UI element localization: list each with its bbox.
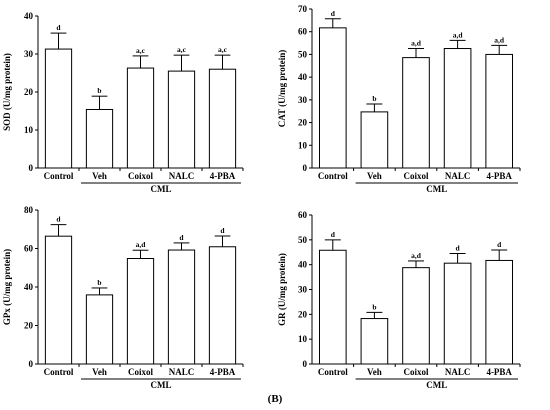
y-axis-label: SOD (U/mg protein) [2,53,12,131]
significance-label: d [331,9,336,18]
bar [208,246,237,365]
x-tick-label: Control [44,171,74,181]
y-tick-label: 20 [298,309,308,319]
x-tick-label: NALC [169,367,195,377]
y-tick-label: 0 [29,359,34,369]
significance-label: b [372,302,376,311]
x-tick-label: Control [318,367,348,377]
significance-label: a,d [411,39,422,48]
y-tick-label: 40 [24,11,34,21]
bar [85,294,114,365]
bar [126,258,155,365]
group-label: CML [426,184,447,194]
y-tick-label: 50 [298,49,308,59]
y-axis-label: GPx (U/mg protein) [2,249,12,325]
group-label: CML [426,380,447,390]
significance-label: b [97,278,101,287]
x-tick-label: NALC [169,171,195,181]
significance-label: a,c [218,45,228,54]
significance-label: a,d [411,251,422,260]
y-tick-label: 40 [24,282,34,292]
bar [44,235,73,365]
sod-chart: 0 10 20 30 40 SOD (U/mg protein) d Control b Veh a… [2,11,244,194]
y-tick-label: 10 [24,125,34,135]
bar [443,262,472,365]
significance-label: a,d [494,35,505,44]
x-tick-label: Coixol [128,367,154,377]
significance-label: a,d [453,30,464,39]
bar [443,48,472,169]
bar [360,111,389,169]
y-axis-label: CAT (U/mg protein) [277,50,287,128]
significance-label: d [56,215,61,224]
y-tick-label: 0 [29,163,34,173]
bar [360,318,389,365]
y-tick-label: 60 [24,244,34,254]
x-tick-label: 4-PBA [210,367,236,377]
y-tick-label: 40 [298,72,308,82]
y-axis-label: GR (U/mg protein) [277,253,287,326]
bar [402,267,430,365]
panel-label: (B) [268,393,283,405]
x-tick-label: 4-PBA [486,367,512,377]
x-tick-label: Veh [367,171,382,181]
significance-label: a,c [177,45,187,54]
gr-chart: 0 10 20 30 40 50 60 GR (U/mg protein) d Control b V… [277,210,521,390]
bar [85,108,114,169]
x-tick-label: NALC [445,171,471,181]
x-tick-label: 4-PBA [486,171,512,181]
x-tick-label: 4-PBA [210,171,236,181]
y-tick-label: 10 [298,334,308,344]
y-tick-label: 10 [298,140,308,150]
y-tick-label: 50 [298,235,308,245]
y-tick-label: 20 [24,321,34,331]
significance-label: d [497,240,502,249]
bar [485,259,514,365]
bar [402,57,430,169]
significance-label: a,d [136,240,147,249]
group-label: CML [151,184,172,194]
y-tick-label: 60 [298,27,308,37]
y-tick-label: 80 [24,205,34,215]
y-tick-label: 20 [298,118,308,128]
x-tick-label: Control [44,367,74,377]
y-tick-label: 60 [298,210,308,220]
significance-label: d [220,226,225,235]
x-tick-label: Coixol [403,171,429,181]
x-tick-label: Veh [367,367,382,377]
bar [318,27,347,169]
y-tick-label: 0 [303,163,308,173]
bar [318,249,347,365]
y-tick-label: 30 [24,49,34,59]
y-tick-label: 40 [298,260,308,270]
x-tick-label: Coixol [128,171,154,181]
significance-label: d [179,233,184,242]
y-tick-label: 30 [298,285,308,295]
y-tick-label: 30 [298,95,308,105]
bar [126,67,155,169]
gpx-chart: 0 20 40 60 80 GPx (U/mg protein) d Control b Veh a… [2,205,244,390]
significance-label: b [97,86,101,95]
y-tick-label: 20 [24,87,34,97]
y-tick-label: 70 [298,4,308,14]
bar [208,68,237,169]
bar [167,249,196,365]
group-label: CML [151,380,172,390]
bar [485,53,514,169]
x-tick-label: Veh [92,171,107,181]
bar [167,70,196,169]
x-tick-label: Coixol [403,367,429,377]
cat-chart: 0 10 20 30 40 50 60 70 CAT (U/mg protein) d Contro… [277,4,521,194]
y-tick-label: 0 [303,359,308,369]
x-tick-label: NALC [445,367,471,377]
bar [44,48,73,169]
x-tick-label: Veh [92,367,107,377]
significance-label: d [456,243,461,252]
significance-label: d [56,23,61,32]
x-tick-label: Control [318,171,348,181]
significance-label: d [331,230,336,239]
significance-label: a,c [136,46,146,55]
significance-label: b [372,94,376,103]
